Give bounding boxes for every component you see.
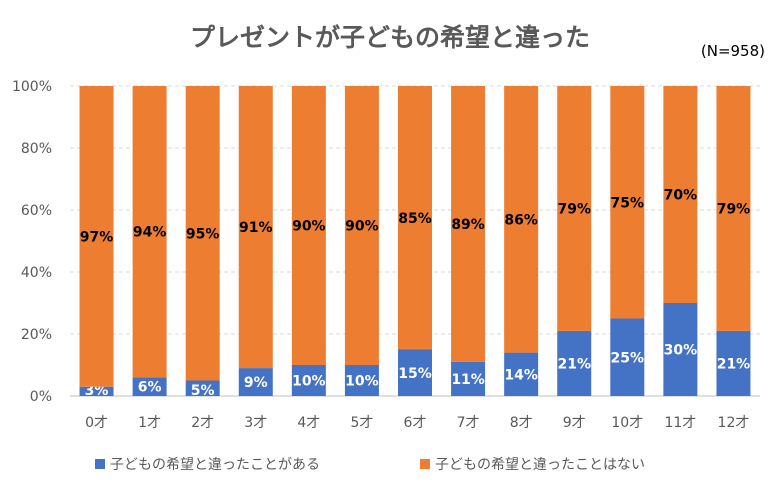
legend-label: 子どもの希望と違ったことがある: [110, 457, 320, 473]
bar-segment-different: [610, 318, 645, 396]
x-tick-label: 7才: [457, 415, 480, 431]
bar-segment-different: [504, 352, 539, 396]
y-tick-label: 60%: [21, 203, 52, 219]
x-tick-label: 8才: [510, 415, 533, 431]
data-label: 14%: [504, 367, 538, 383]
bar-segment-not-different: [238, 86, 273, 369]
bar-segment-not-different: [610, 86, 645, 319]
bar-segment-different: [344, 365, 379, 396]
legend-swatch: [420, 459, 430, 469]
bar-segment-different: [663, 303, 698, 396]
bar-segment-different: [132, 377, 167, 396]
data-label: 95%: [186, 226, 220, 242]
legend-swatch: [95, 459, 105, 469]
data-label: 11%: [451, 372, 485, 388]
bar-segment-different: [291, 365, 326, 396]
data-label: 85%: [398, 211, 432, 227]
y-tick-label: 0%: [30, 389, 52, 405]
data-label: 89%: [451, 217, 485, 233]
bar-segment-not-different: [79, 86, 114, 387]
x-tick-label: 10才: [611, 415, 643, 431]
data-label: 3%: [85, 383, 109, 399]
data-label: 21%: [717, 356, 751, 372]
y-tick-label: 80%: [21, 141, 52, 157]
bar-segment-different: [79, 386, 114, 396]
x-tick-label: 6才: [404, 415, 427, 431]
y-tick-label: 100%: [12, 79, 52, 95]
data-label: 6%: [138, 380, 162, 396]
bar-segment-not-different: [291, 86, 326, 365]
data-label: 30%: [664, 343, 698, 359]
bar-segment-not-different: [344, 86, 379, 365]
data-label: 70%: [664, 188, 698, 204]
x-tick-label: 5才: [350, 415, 373, 431]
data-label: 97%: [80, 229, 114, 245]
x-tick-label: 3才: [244, 415, 267, 431]
bar-segment-different: [398, 349, 432, 396]
data-label: 10%: [292, 374, 326, 390]
data-label: 9%: [244, 375, 268, 391]
bar-segment-not-different: [557, 86, 592, 331]
bar-segment-not-different: [185, 86, 220, 381]
bar-segment-not-different: [663, 86, 698, 303]
bar-segment-not-different: [132, 86, 167, 378]
x-tick-label: 1才: [138, 415, 161, 431]
bar-segment-different: [557, 330, 592, 396]
y-tick-label: 40%: [21, 265, 52, 281]
data-label: 21%: [557, 356, 591, 372]
bar-segment-different: [716, 330, 751, 396]
data-label: 90%: [345, 219, 379, 235]
data-label: 94%: [133, 225, 167, 241]
bar-segment-different: [451, 361, 486, 396]
data-label: 10%: [345, 374, 379, 390]
bar-segment-not-different: [504, 86, 539, 353]
x-tick-label: 11才: [664, 415, 696, 431]
legend-label: 子どもの希望と違ったことはない: [435, 457, 645, 473]
data-label: 79%: [717, 201, 751, 217]
data-label: 86%: [504, 212, 538, 228]
x-tick-label: 12才: [718, 415, 750, 431]
data-label: 15%: [398, 366, 432, 382]
bar-segment-different: [238, 368, 273, 396]
x-tick-label: 9才: [563, 415, 586, 431]
chart-title: プレゼントが子どもの希望と違った: [190, 23, 590, 52]
data-label: 75%: [611, 195, 645, 211]
data-label: 90%: [292, 219, 326, 235]
x-tick-label: 4才: [297, 415, 320, 431]
data-label: 91%: [239, 220, 273, 236]
data-label: 25%: [611, 350, 645, 366]
bar-segment-not-different: [398, 86, 432, 350]
data-label: 5%: [191, 383, 215, 399]
x-tick-label: 2才: [191, 415, 214, 431]
x-tick-label: 0才: [85, 415, 108, 431]
bar-segment-not-different: [716, 86, 751, 331]
bar-segment-not-different: [451, 86, 486, 362]
sample-size-annotation: (N=958): [701, 42, 765, 60]
y-tick-label: 20%: [21, 327, 52, 343]
data-label: 79%: [557, 201, 591, 217]
bar-segment-different: [185, 380, 220, 396]
